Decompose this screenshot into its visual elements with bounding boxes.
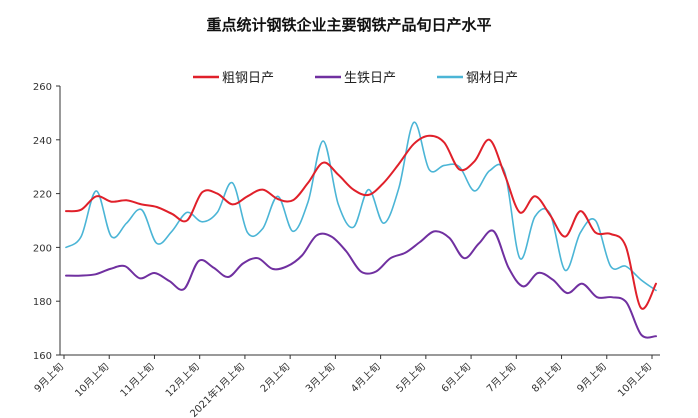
x-tick-label: 12月上旬: [162, 360, 201, 399]
x-tick-label: 5月上旬: [393, 360, 428, 395]
legend-item-steel-products: 钢材日产: [437, 71, 518, 86]
y-tick-label: 200: [33, 243, 52, 254]
series-line-crude-steel: [65, 134, 657, 310]
x-tick-label: 10月上旬: [615, 360, 654, 399]
x-tick-label: 2月上旬: [257, 360, 292, 395]
legend-item-crude-steel: 粗钢日产: [193, 71, 274, 86]
x-tick-label: 6月上旬: [438, 360, 473, 395]
x-tick-label: 4月上旬: [348, 360, 383, 395]
x-tick-label: 8月上旬: [529, 360, 564, 395]
chart-title: 重点统计钢铁企业主要钢铁产品旬日产水平: [206, 16, 491, 34]
x-tick-label: 3月上旬: [303, 360, 338, 395]
series-layer: [65, 121, 657, 339]
legend-label-pig-iron: 生铁日产: [344, 71, 396, 86]
y-tick-label: 260: [33, 82, 52, 93]
x-tick-label: 11月上旬: [117, 360, 156, 399]
x-tick-label: 7月上旬: [484, 360, 519, 395]
y-tick-label: 240: [33, 136, 52, 147]
x-tick-label: 10月上旬: [72, 360, 111, 399]
legend-item-pig-iron: 生铁日产: [315, 71, 396, 86]
y-tick-label: 220: [33, 190, 52, 201]
series-line-steel-products: [65, 121, 657, 292]
series-line-pig-iron: [65, 229, 657, 339]
x-tick-label: 9月上旬: [31, 360, 66, 395]
legend-label-crude-steel: 粗钢日产: [222, 71, 274, 86]
legend: 粗钢日产 生铁日产 钢材日产: [193, 71, 518, 86]
x-tick-label: 9月上旬: [574, 360, 609, 395]
y-tick-label: 180: [33, 297, 52, 308]
y-tick-label: 160: [33, 351, 52, 362]
legend-label-steel-products: 钢材日产: [466, 71, 518, 86]
